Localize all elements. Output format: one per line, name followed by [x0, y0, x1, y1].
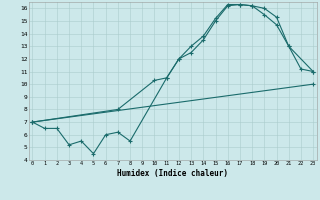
- X-axis label: Humidex (Indice chaleur): Humidex (Indice chaleur): [117, 169, 228, 178]
